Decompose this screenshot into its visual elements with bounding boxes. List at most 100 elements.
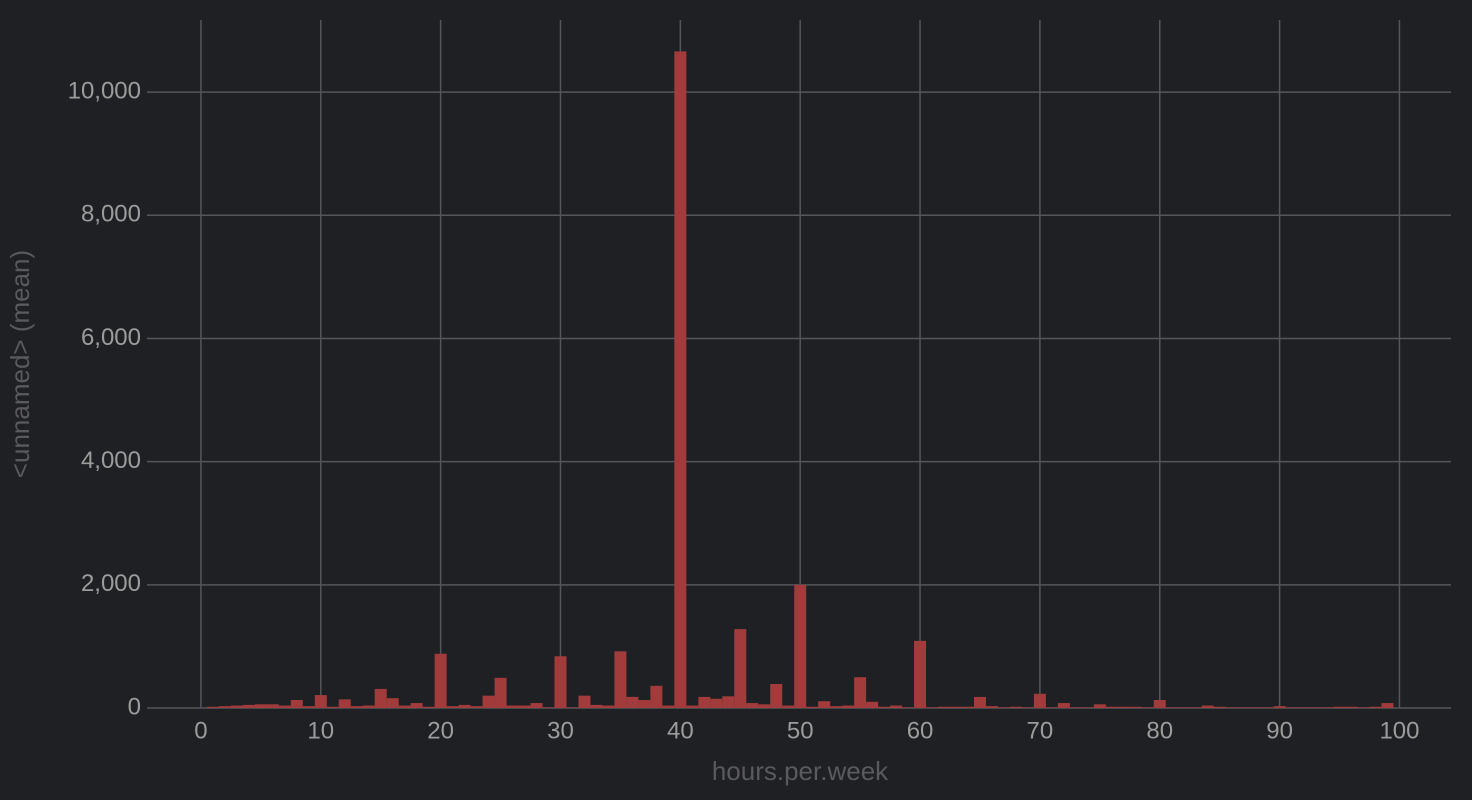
bar [506, 705, 519, 708]
bar [1153, 699, 1166, 708]
bar [818, 701, 831, 708]
y-tick-label: 8,000 [81, 201, 141, 228]
bar [1081, 707, 1094, 708]
bar [266, 704, 279, 708]
bar [566, 707, 579, 708]
x-tick-label: 40 [667, 717, 694, 744]
bar [1069, 707, 1082, 708]
bar [1105, 706, 1118, 708]
bar [314, 695, 327, 708]
bar [686, 705, 699, 708]
x-axis-title: hours.per.week [712, 756, 889, 786]
bar [542, 707, 555, 708]
bar [590, 704, 603, 708]
bar [626, 696, 639, 708]
bar [338, 699, 351, 708]
bar [794, 584, 807, 708]
bar [842, 705, 855, 708]
bar [602, 705, 615, 708]
bar [1165, 707, 1178, 708]
bar [890, 705, 903, 708]
bar [997, 707, 1010, 708]
bar [1345, 706, 1358, 708]
bar [1285, 707, 1298, 708]
bar [1333, 706, 1346, 708]
bar [302, 706, 315, 708]
bar [926, 707, 939, 708]
bar [1093, 704, 1106, 708]
bar [1309, 707, 1322, 708]
y-tick-label: 4,000 [81, 447, 141, 474]
bar [230, 705, 243, 708]
bar [1237, 707, 1250, 708]
bar [1201, 705, 1214, 708]
x-tick-label: 0 [194, 717, 207, 744]
bar [770, 683, 783, 708]
bar [866, 701, 879, 708]
x-tick-label: 10 [307, 717, 334, 744]
bar [530, 703, 543, 708]
bar [434, 653, 447, 708]
bar [458, 704, 471, 708]
x-tick-label: 100 [1379, 717, 1419, 744]
bar [206, 706, 219, 708]
bar [973, 696, 986, 708]
bar [422, 706, 435, 708]
bar [1321, 707, 1334, 708]
bar [1249, 707, 1262, 708]
bar [1177, 707, 1190, 708]
x-tick-label: 90 [1266, 717, 1293, 744]
bar [1297, 707, 1310, 708]
bar [578, 695, 591, 708]
bar [782, 705, 795, 708]
x-tick-label: 30 [547, 717, 574, 744]
bar [722, 696, 735, 708]
bar [1381, 703, 1394, 708]
bar [962, 706, 974, 708]
bar [446, 706, 459, 708]
bar [554, 656, 567, 708]
bar [278, 705, 291, 708]
bar [1261, 707, 1274, 708]
bar [1021, 707, 1034, 708]
x-tick-label: 70 [1027, 717, 1054, 744]
y-tick-label: 2,000 [81, 570, 141, 597]
x-tick-label: 60 [907, 717, 934, 744]
bar [362, 705, 375, 708]
bar [1189, 707, 1202, 708]
y-tick-label: 6,000 [81, 324, 141, 351]
bar [758, 704, 771, 708]
bar [518, 705, 531, 708]
bar [1057, 703, 1070, 708]
bar [1225, 707, 1238, 708]
bar [470, 706, 483, 708]
bar [1129, 706, 1142, 708]
bar [650, 685, 663, 708]
bar [878, 706, 891, 708]
bar [638, 699, 651, 708]
bar [482, 695, 495, 708]
bar [398, 705, 411, 708]
bar [914, 640, 927, 708]
bar [1369, 706, 1382, 708]
bar [1357, 707, 1370, 708]
bar [1033, 693, 1046, 708]
x-tick-label: 50 [787, 717, 814, 744]
y-axis-title: <unnamed> (mean) [5, 250, 35, 478]
bar [410, 703, 423, 708]
bar [938, 706, 951, 708]
bar [1009, 706, 1022, 708]
bar [674, 51, 687, 708]
bar [326, 706, 339, 708]
bar [806, 706, 819, 708]
bar [950, 706, 962, 708]
bar [746, 703, 759, 708]
bar [1141, 707, 1154, 708]
bar [734, 629, 747, 708]
y-tick-label: 0 [128, 693, 141, 720]
bar [985, 706, 998, 708]
bar [1117, 706, 1130, 708]
x-tick-label: 80 [1146, 717, 1173, 744]
